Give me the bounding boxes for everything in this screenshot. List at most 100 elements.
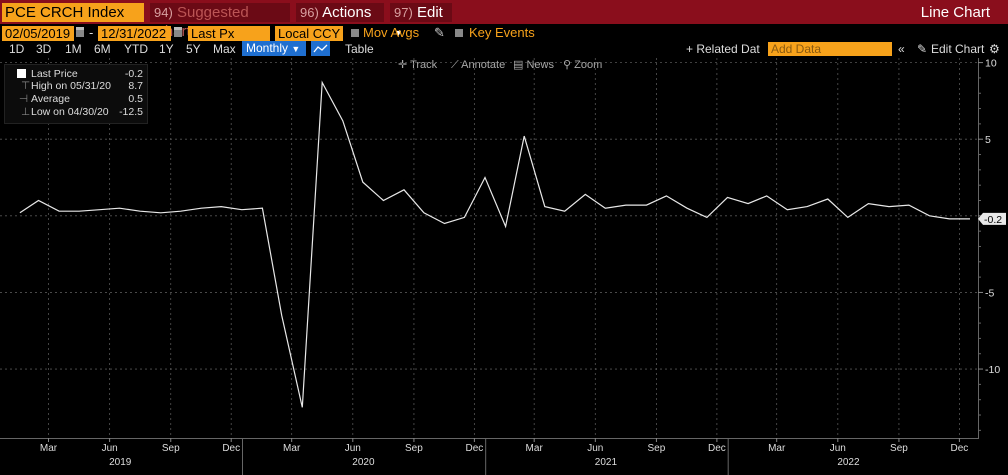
legend-high-value: 8.7 [128, 80, 143, 92]
actions-label: Actions [322, 4, 372, 21]
crosshair-icon: ✛ [398, 59, 408, 71]
ticker-field[interactable]: PCE CRCH Index [2, 3, 144, 22]
collapse-icon[interactable]: « [898, 42, 905, 56]
related-data-button[interactable]: + Related Dat [686, 42, 760, 56]
checkbox-icon[interactable] [351, 29, 359, 37]
actions-number: 96) [300, 5, 319, 20]
x-tick-label: Dec [222, 443, 240, 454]
range-row: 1D 3D 1M 6M YTD 1Y 5Y Max Monthly ▼ Tabl… [0, 41, 1008, 57]
chart-type-title: Line Chart [920, 4, 990, 21]
actions-menu-button[interactable]: 96) Actions ▼ [296, 3, 384, 38]
date-field-row: 02/05/2019 - 12/31/2022 Last Px Local CC… [0, 24, 1008, 42]
annotate-tool[interactable]: ⟋ Annotate [451, 59, 505, 72]
frequency-dropdown[interactable]: Monthly ▼ [242, 41, 306, 56]
pencil-icon[interactable]: ✎ [434, 25, 445, 40]
x-axis: Mar Jun Sep Dec Mar Jun Sep Dec Mar Jun Sep Dec Mar J… [40, 438, 968, 475]
checkbox-icon[interactable] [455, 29, 463, 37]
x-tick-label: Dec [950, 443, 968, 454]
x-tick-label: Jun [345, 443, 361, 454]
legend-row-average: ⊣ Average 0.5 [5, 93, 147, 105]
low-marker-icon: ⊥ [21, 106, 31, 118]
chart-legend[interactable]: Last Price -0.2 ⊤ High on 05/31/20 8.7 ⊣… [4, 64, 148, 124]
y-tick-label: 5 [985, 134, 991, 146]
legend-last-label: Last Price [31, 68, 78, 80]
average-marker-icon: ⊣ [19, 93, 29, 105]
x-tick-label: Sep [162, 443, 180, 454]
frequency-label: Monthly [246, 41, 289, 55]
x-tick-label: Sep [648, 443, 666, 454]
news-label: News [526, 59, 554, 71]
annotate-label: Annotate [461, 59, 506, 71]
x-axis-line [0, 438, 979, 439]
x-tick-label: Sep [890, 443, 908, 454]
legend-average-label: Average [31, 93, 70, 105]
track-tool[interactable]: ✛ Track [398, 59, 437, 72]
range-max[interactable]: Max [213, 42, 236, 56]
x-tick-label: Mar [526, 443, 544, 454]
x-tick-label: Mar [40, 443, 58, 454]
chevron-down-icon: ▼ [394, 28, 403, 38]
news-icon: ▤ [513, 59, 524, 71]
legend-average-value: 0.5 [128, 93, 143, 105]
top-bar: PCE CRCH Index 94) Suggested Charts 96) … [0, 0, 1008, 40]
pencil-icon[interactable]: ✎ [917, 42, 928, 56]
series-color-swatch [17, 69, 26, 78]
field-selector[interactable]: Last Px [188, 26, 270, 41]
last-value-marker: -0.2 [978, 212, 1006, 226]
x-tick-label: Jun [830, 443, 846, 454]
table-button[interactable]: Table [345, 42, 374, 56]
zoom-tool[interactable]: ⚲ Zoom [563, 59, 602, 72]
legend-low-label: Low on 04/30/20 [31, 106, 109, 118]
gear-icon[interactable]: ⚙ [989, 42, 1000, 56]
add-data-input[interactable]: Add Data [768, 42, 892, 56]
calendar-icon[interactable] [76, 27, 84, 37]
year-label: 2022 [837, 457, 860, 468]
line-chart-icon[interactable] [311, 41, 330, 56]
legend-row-high: ⊤ High on 05/31/20 8.7 [5, 80, 147, 92]
plot-right-border [978, 58, 979, 438]
x-tick-label: Dec [465, 443, 483, 454]
date-separator: - [89, 25, 94, 40]
range-5y[interactable]: 5Y [186, 42, 201, 56]
year-label: 2020 [352, 457, 375, 468]
year-label: 2019 [109, 457, 132, 468]
legend-high-label: High on 05/31/20 [31, 80, 111, 92]
currency-selector[interactable]: Local CCY [275, 26, 343, 41]
x-tick-label: Mar [283, 443, 301, 454]
legend-last-value: -0.2 [124, 68, 143, 80]
y-tick-label: 10 [985, 58, 997, 70]
y-tick-label: -5 [985, 287, 994, 299]
x-tick-label: Jun [102, 443, 118, 454]
range-1y[interactable]: 1Y [159, 42, 174, 56]
high-marker-icon: ⊤ [21, 80, 31, 92]
x-tick-label: Mar [768, 443, 786, 454]
range-1m[interactable]: 1M [65, 42, 82, 56]
x-tick-label: Jun [587, 443, 603, 454]
end-date-input[interactable]: 12/31/2022 [98, 26, 171, 41]
legend-row-last: Last Price -0.2 [5, 68, 147, 80]
chevron-down-icon: ▼ [291, 44, 301, 54]
calendar-icon[interactable] [174, 27, 182, 37]
range-1d[interactable]: 1D [9, 42, 25, 56]
range-6m[interactable]: 6M [94, 42, 111, 56]
edit-chart-button[interactable]: Edit Chart [931, 42, 985, 56]
suggested-charts-button[interactable]: 94) Suggested Charts [150, 3, 290, 40]
series-line [19, 80, 970, 408]
track-label: Track [410, 59, 438, 71]
legend-low-value: -12.5 [119, 106, 143, 118]
annotate-icon: ⟋ [451, 59, 459, 71]
mov-avgs-label[interactable]: Mov Avgs [363, 25, 420, 40]
range-ytd[interactable]: YTD [124, 42, 148, 56]
year-label: 2021 [595, 457, 618, 468]
last-value-label: -0.2 [984, 214, 1002, 226]
range-3d[interactable]: 3D [36, 42, 52, 56]
key-events-label[interactable]: Key Events [469, 25, 535, 40]
edit-menu-button[interactable]: 97) Edit ▼ [390, 3, 452, 38]
news-tool[interactable]: ▤ News [513, 59, 554, 72]
last-value-tag [978, 212, 1006, 225]
edit-label: Edit [416, 4, 443, 21]
y-tick-label: -10 [985, 364, 1000, 376]
start-date-input[interactable]: 02/05/2019 [2, 26, 74, 41]
x-tick-label: Sep [405, 443, 423, 454]
edit-number: 97) [394, 5, 413, 20]
